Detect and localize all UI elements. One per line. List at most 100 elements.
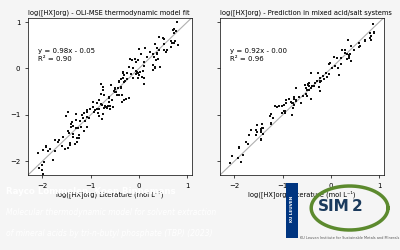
Text: KU LEUVEN: KU LEUVEN <box>290 196 294 222</box>
Point <box>268 121 274 125</box>
Point <box>252 128 259 132</box>
Point <box>150 63 156 67</box>
Point <box>115 86 122 90</box>
Point <box>279 104 286 108</box>
Point <box>342 48 348 52</box>
Point <box>361 39 368 43</box>
Point <box>120 98 127 102</box>
Point <box>40 148 46 152</box>
Point <box>312 81 318 85</box>
Text: log([HX]org) - Prediction in mixed acid/salt systems: log([HX]org) - Prediction in mixed acid/… <box>220 10 392 16</box>
Point <box>282 111 288 115</box>
Point <box>163 50 169 54</box>
Point <box>35 151 42 155</box>
Point <box>112 86 119 90</box>
Point <box>97 102 104 106</box>
Point <box>229 154 236 158</box>
Point <box>315 71 321 75</box>
Point <box>272 104 278 108</box>
Point <box>314 80 321 84</box>
Point <box>151 56 158 60</box>
Point <box>289 101 295 105</box>
Point <box>152 65 158 69</box>
Point <box>64 110 71 114</box>
Point <box>285 98 292 102</box>
Point <box>84 108 90 112</box>
X-axis label: log([HX]org) Literature (mol L⁻¹): log([HX]org) Literature (mol L⁻¹) <box>248 190 356 198</box>
Point <box>133 70 140 73</box>
Point <box>307 71 314 75</box>
Point <box>338 62 344 66</box>
Point <box>317 88 324 92</box>
Point <box>94 101 100 105</box>
Point <box>267 114 274 118</box>
Point <box>104 106 110 110</box>
Point <box>98 92 104 96</box>
Point <box>236 144 242 148</box>
Point <box>100 85 107 89</box>
Point <box>84 115 90 119</box>
Point <box>304 82 311 86</box>
Text: Rayco Lommelen, Koen Binnemans: Rayco Lommelen, Koen Binnemans <box>6 188 175 196</box>
Point <box>76 119 83 123</box>
Point <box>65 129 71 133</box>
Point <box>326 62 333 66</box>
Point <box>50 158 56 162</box>
Point <box>106 95 112 99</box>
Point <box>168 45 174 49</box>
Point <box>80 116 86 120</box>
Point <box>94 107 100 111</box>
Point <box>82 119 88 123</box>
Point <box>118 86 124 89</box>
Point <box>324 75 330 79</box>
Point <box>72 142 78 146</box>
Point <box>292 98 299 102</box>
Point <box>99 103 106 107</box>
Point <box>118 85 124 89</box>
Point <box>290 96 297 100</box>
Point <box>91 108 98 112</box>
Point <box>128 72 134 76</box>
Point <box>290 106 296 110</box>
Point <box>371 30 377 34</box>
Point <box>305 84 312 88</box>
Point <box>338 56 345 60</box>
Point <box>303 86 309 90</box>
Point <box>245 142 251 146</box>
Point <box>106 100 112 104</box>
Point <box>336 73 342 77</box>
Point <box>135 58 141 62</box>
Point <box>152 66 158 70</box>
Point <box>67 141 73 145</box>
Point <box>90 100 96 104</box>
Point <box>134 76 141 80</box>
Text: y = 0.92x - 0.00
R² = 0.96: y = 0.92x - 0.00 R² = 0.96 <box>230 48 287 62</box>
Point <box>142 46 148 50</box>
Point <box>170 41 177 45</box>
Point <box>101 93 108 97</box>
Point <box>133 72 139 76</box>
Point <box>356 45 363 49</box>
Point <box>235 156 241 160</box>
Point <box>141 76 147 80</box>
Point <box>281 104 287 108</box>
Point <box>126 96 133 100</box>
Point <box>120 76 126 80</box>
Point <box>73 118 79 122</box>
Point <box>160 37 167 41</box>
FancyBboxPatch shape <box>286 183 298 238</box>
Point <box>296 94 302 98</box>
Point <box>100 93 107 97</box>
Point <box>133 70 140 74</box>
Point <box>268 122 274 126</box>
Point <box>344 52 350 56</box>
Point <box>120 71 126 75</box>
Text: log([HX]org) - OLI-MSE thermodynamic model fit: log([HX]org) - OLI-MSE thermodynamic mod… <box>28 10 190 16</box>
Point <box>65 146 71 150</box>
Point <box>356 41 362 45</box>
Point <box>111 89 117 93</box>
Point <box>140 69 147 73</box>
Point <box>152 58 159 62</box>
Point <box>103 105 109 109</box>
Point <box>62 147 68 151</box>
